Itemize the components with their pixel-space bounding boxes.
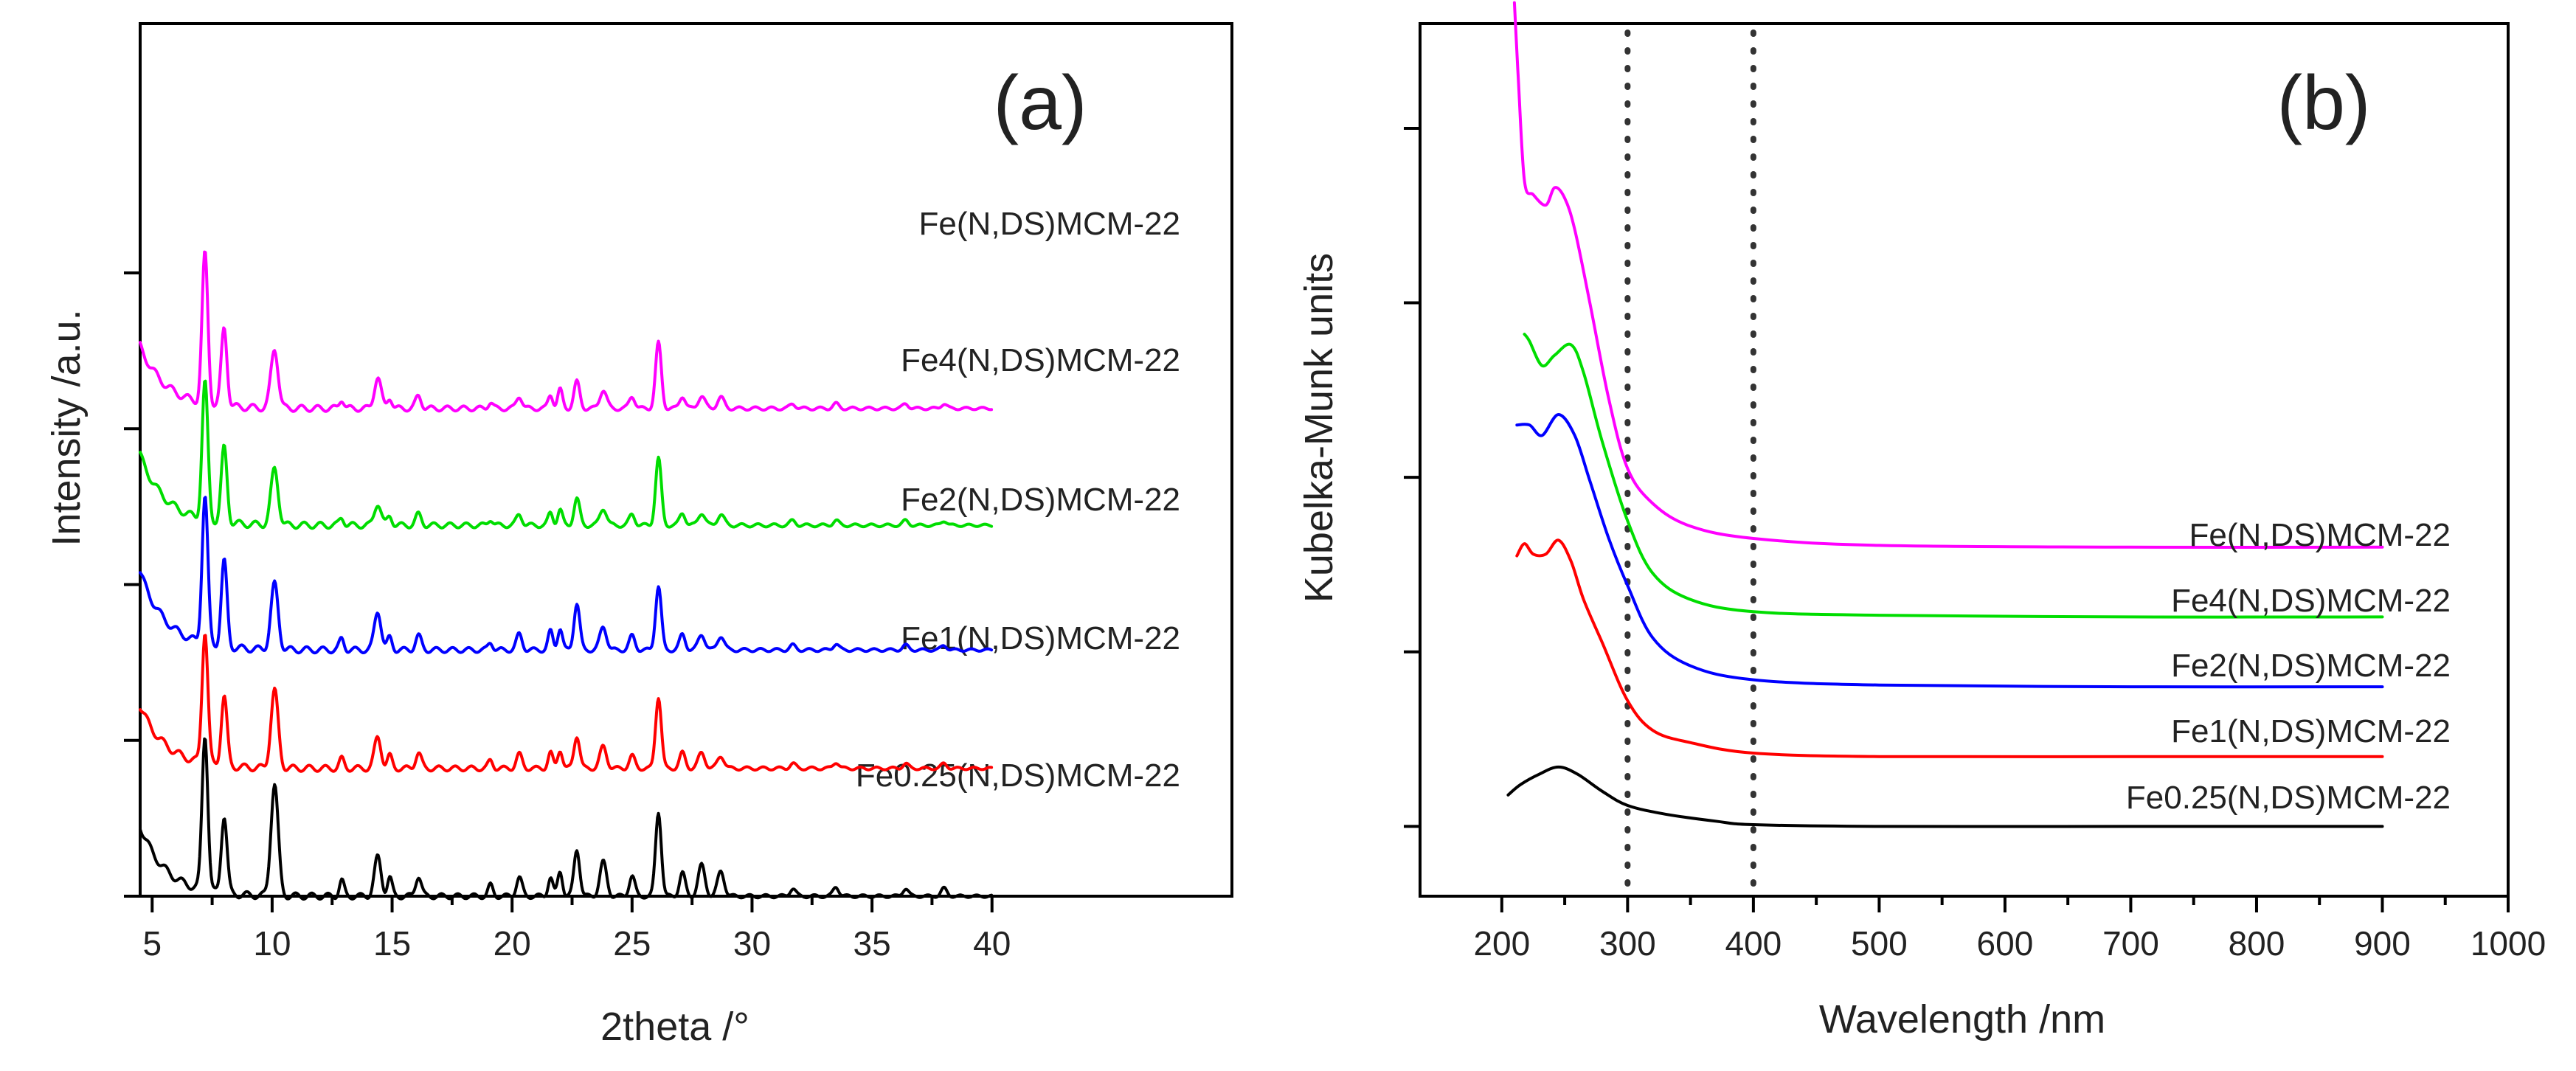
xrd-x-tick-label: 40 (973, 924, 1011, 963)
uvvis-plot-frame (1419, 22, 2510, 898)
xrd-x-tick-label: 10 (253, 924, 291, 963)
xrd-x-tick-label: 30 (733, 924, 771, 963)
uvvis-x-tick-label: 800 (2229, 924, 2285, 963)
uvvis-chart-panel: Kubelka-Munk units Wavelength /nm (b) 20… (1297, 1, 2546, 1041)
xrd-series-line (139, 379, 994, 530)
xrd-series-line (139, 250, 994, 413)
uvvis-series-label: Fe2(N,DS)MCM-22 (2171, 648, 2451, 684)
xrd-x-tick-label: 35 (854, 924, 891, 963)
uvvis-x-tick-label: 900 (2354, 924, 2411, 963)
uvvis-x-tick-label: 700 (2102, 924, 2159, 963)
xrd-series-label: Fe1(N,DS)MCM-22 (901, 620, 1180, 656)
uvvis-series-line (1515, 413, 2384, 689)
uvvis-series-line (1512, 1, 2384, 549)
xrd-series-line (139, 496, 994, 655)
uvvis-x-tick-label: 1000 (2471, 924, 2546, 963)
uvvis-x-tick-label: 500 (1851, 924, 1908, 963)
xrd-x-tick-label: 5 (142, 924, 162, 963)
xrd-x-tick-label: 20 (494, 924, 531, 963)
uvvis-series-label: Fe4(N,DS)MCM-22 (2171, 583, 2451, 619)
uvvis-x-tick-label: 300 (1599, 924, 1656, 963)
xrd-x-tick-label: 25 (613, 924, 651, 963)
xrd-x-tick-label: 15 (373, 924, 411, 963)
xrd-x-axis-title: 2theta /° (600, 1005, 749, 1049)
xrd-y-axis-title: Intensity /a.u. (44, 309, 89, 546)
uvvis-y-axis-title: Kubelka-Munk units (1297, 253, 1341, 603)
uvvis-x-tick-label: 400 (1725, 924, 1782, 963)
uvvis-series-label: Fe(N,DS)MCM-22 (2189, 517, 2451, 553)
xrd-series-line (139, 737, 994, 901)
xrd-plot-frame (139, 22, 1233, 898)
xrd-chart-panel: Intensity /a.u. 2theta /° (a) 5 10 15 20 25 3… (44, 22, 1233, 1049)
uvvis-series-label: Fe1(N,DS)MCM-22 (2171, 713, 2451, 749)
xrd-panel-label: (a) (993, 60, 1087, 146)
uvvis-x-tick-label: 600 (1977, 924, 2034, 963)
uvvis-series-line (1506, 765, 2384, 828)
xrd-series-label: Fe4(N,DS)MCM-22 (901, 342, 1180, 378)
xrd-series-label: Fe2(N,DS)MCM-22 (901, 482, 1180, 518)
xrd-series-line (139, 634, 994, 773)
uvvis-series-label: Fe0.25(N,DS)MCM-22 (2126, 780, 2451, 816)
uvvis-x-axis-title: Wavelength /nm (1819, 997, 2105, 1041)
uvvis-series-line (1515, 538, 2384, 759)
xrd-series-label: Fe(N,DS)MCM-22 (919, 206, 1180, 242)
uvvis-x-tick-label: 200 (1473, 924, 1530, 963)
uvvis-series-line (1523, 333, 2384, 619)
uvvis-panel-label: (b) (2276, 60, 2370, 146)
